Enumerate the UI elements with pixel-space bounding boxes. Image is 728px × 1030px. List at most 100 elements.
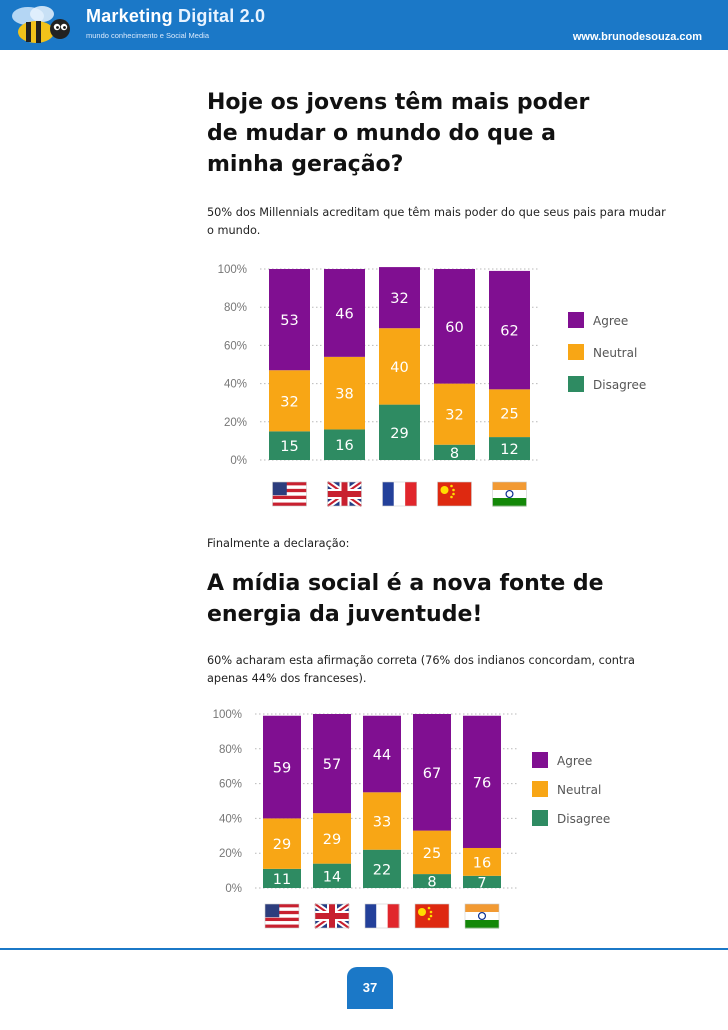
site-url[interactable]: www.brunodesouza.com — [572, 31, 702, 43]
bar-value-label: 38 — [335, 387, 353, 403]
flag-france-icon — [382, 481, 417, 507]
legend-swatch — [532, 781, 548, 797]
bar-agree — [463, 715, 501, 848]
flag-uk-icon — [313, 901, 351, 931]
bar-neutral — [489, 389, 530, 438]
bar-value-label: 14 — [323, 869, 341, 885]
bar-value-label: 32 — [445, 408, 463, 424]
bar-disagree — [379, 404, 420, 460]
flag-india-icon — [492, 481, 527, 507]
bar-value-label: 46 — [335, 306, 353, 322]
y-tick-label: 100% — [218, 264, 247, 276]
bar-disagree — [363, 849, 401, 888]
legend-swatch — [532, 752, 548, 768]
bar-value-label: 59 — [273, 761, 291, 777]
bar-value-label: 12 — [500, 442, 518, 458]
bar-value-label: 29 — [273, 837, 291, 853]
legend-label: Agree — [557, 754, 592, 768]
brand-accent: Digital 2.0 — [178, 6, 266, 26]
y-tick-label: 60% — [224, 340, 247, 352]
bar-disagree — [434, 444, 475, 460]
bar-value-label: 25 — [423, 846, 441, 862]
bar-disagree — [413, 874, 451, 888]
bar-neutral — [263, 818, 301, 869]
flag-usa-icon — [264, 903, 300, 929]
section1-body: 50% dos Millennials acreditam que têm ma… — [207, 206, 666, 237]
y-tick-label: 20% — [224, 417, 247, 429]
bar-neutral — [413, 830, 451, 875]
chart-2: 100% 80% 60% 40% 20% 0% 11 29 59 14 29 57 22 33 44 8 25 6… — [213, 709, 610, 931]
y-tick-label: 20% — [219, 848, 242, 860]
bar-value-label: 15 — [280, 439, 298, 455]
legend-label: Disagree — [593, 378, 646, 392]
bar-value-label: 22 — [373, 862, 391, 878]
bar-value-label: 8 — [450, 446, 459, 462]
bar-disagree — [313, 863, 351, 888]
flag-china-icon — [414, 903, 450, 929]
section2-body: 60% acharam esta afirmação correta (76% … — [207, 654, 635, 685]
flag-france-icon — [364, 903, 400, 929]
bar-agree — [413, 714, 451, 831]
legend-swatch — [568, 344, 584, 360]
bar-neutral — [463, 847, 501, 876]
bar-value-label: 32 — [280, 394, 298, 410]
bar-value-label: 16 — [473, 855, 491, 871]
y-tick-label: 80% — [224, 302, 247, 314]
bar-neutral — [313, 813, 351, 864]
bar-value-label: 44 — [373, 748, 391, 764]
bar-value-label: 25 — [500, 407, 518, 423]
bar-value-label: 11 — [273, 872, 291, 888]
bar-neutral — [363, 792, 401, 850]
bar-disagree — [269, 431, 310, 460]
brand-title: Marketing Digital 2.0 — [86, 6, 265, 27]
bar-agree — [263, 715, 301, 819]
bar-agree — [324, 269, 365, 357]
bee-logo-icon — [12, 6, 70, 43]
bar-value-label: 60 — [445, 320, 463, 336]
bar-value-label: 29 — [323, 832, 341, 848]
y-tick-label: 0% — [225, 883, 242, 895]
y-tick-label: 40% — [219, 813, 242, 825]
bar-value-label: 29 — [390, 426, 408, 442]
bar-agree — [363, 715, 401, 793]
bar-agree — [489, 270, 530, 390]
legend-label: Neutral — [557, 783, 601, 797]
bar-value-label: 40 — [390, 360, 408, 376]
bar-neutral — [269, 370, 310, 432]
bar-value-label: 8 — [427, 875, 436, 891]
bar-disagree — [263, 868, 301, 888]
y-tick-label: 40% — [224, 379, 247, 391]
y-tick-label: 60% — [219, 779, 242, 791]
legend-label: Agree — [593, 314, 628, 328]
bar-agree — [434, 269, 475, 384]
y-tick-label: 100% — [213, 709, 242, 721]
bar-disagree — [463, 875, 501, 888]
bar-value-label: 57 — [323, 757, 341, 773]
bar-value-label: 53 — [280, 313, 298, 329]
flag-china-icon — [437, 481, 472, 507]
y-tick-label: 80% — [219, 744, 242, 756]
bar-agree — [379, 267, 420, 329]
bar-disagree — [324, 429, 365, 460]
section1-heading: Hoje os jovens têm mais poder de mudar o… — [207, 90, 590, 177]
legend-label: Neutral — [593, 346, 637, 360]
page-header: Marketing Digital 2.0 mundo conhecimento… — [0, 0, 728, 50]
brand-main: Marketing — [86, 6, 173, 26]
bar-neutral — [434, 383, 475, 445]
y-tick-label: 0% — [230, 455, 247, 467]
brand-tagline: mundo conhecimento e Social Media — [86, 31, 209, 40]
bar-agree — [269, 269, 310, 371]
legend-swatch — [568, 312, 584, 328]
transition-text: Finalmente a declaração: — [207, 537, 350, 550]
legend-swatch — [532, 810, 548, 826]
footer-divider — [0, 948, 728, 950]
bar-disagree — [489, 437, 530, 460]
bar-neutral — [379, 328, 420, 405]
chart-1: 100% 80% 60% 40% 20% 0% 15 32 53 16 38 46 29 40 32 8 32 6… — [218, 264, 646, 509]
page-number: 37 — [347, 967, 393, 1009]
flag-india-icon — [464, 903, 500, 929]
bar-value-label: 76 — [473, 775, 491, 791]
legend-label: Disagree — [557, 812, 610, 826]
legend-swatch — [568, 376, 584, 392]
bar-value-label: 33 — [373, 815, 391, 831]
